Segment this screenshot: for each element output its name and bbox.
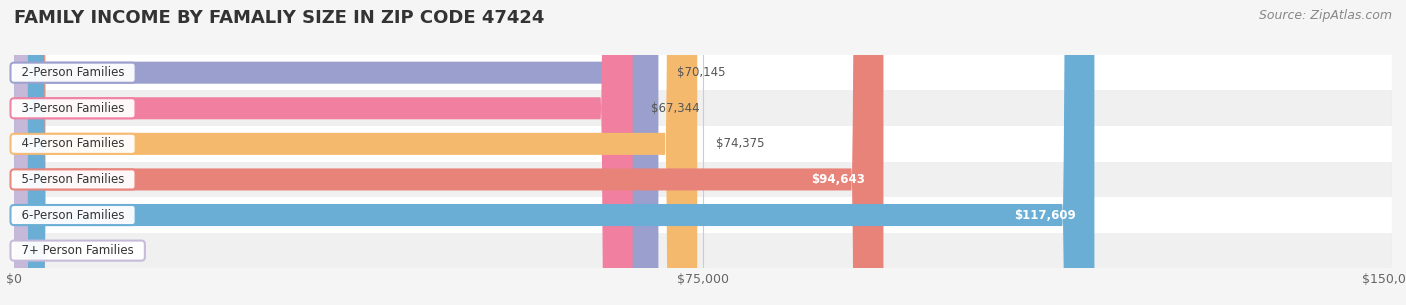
FancyBboxPatch shape [14, 0, 658, 305]
Text: 7+ Person Families: 7+ Person Families [14, 244, 142, 257]
Bar [14, 126, 1392, 162]
Text: 2-Person Families: 2-Person Families [14, 66, 132, 79]
Bar [14, 55, 1392, 91]
Text: $74,375: $74,375 [716, 137, 763, 150]
Bar [14, 162, 1392, 197]
FancyBboxPatch shape [14, 0, 1094, 305]
FancyBboxPatch shape [14, 0, 28, 305]
Text: $0: $0 [42, 244, 56, 257]
Bar [14, 91, 1392, 126]
Text: $67,344: $67,344 [651, 102, 700, 115]
Text: $117,609: $117,609 [1014, 209, 1076, 221]
Text: $94,643: $94,643 [811, 173, 865, 186]
FancyBboxPatch shape [14, 0, 697, 305]
Text: Source: ZipAtlas.com: Source: ZipAtlas.com [1258, 9, 1392, 22]
Text: 5-Person Families: 5-Person Families [14, 173, 132, 186]
Text: 4-Person Families: 4-Person Families [14, 137, 132, 150]
Bar [14, 197, 1392, 233]
Bar [14, 233, 1392, 268]
Text: 6-Person Families: 6-Person Families [14, 209, 132, 221]
Text: FAMILY INCOME BY FAMALIY SIZE IN ZIP CODE 47424: FAMILY INCOME BY FAMALIY SIZE IN ZIP COD… [14, 9, 544, 27]
FancyBboxPatch shape [14, 0, 633, 305]
FancyBboxPatch shape [14, 0, 883, 305]
Text: $70,145: $70,145 [676, 66, 725, 79]
Text: 3-Person Families: 3-Person Families [14, 102, 132, 115]
